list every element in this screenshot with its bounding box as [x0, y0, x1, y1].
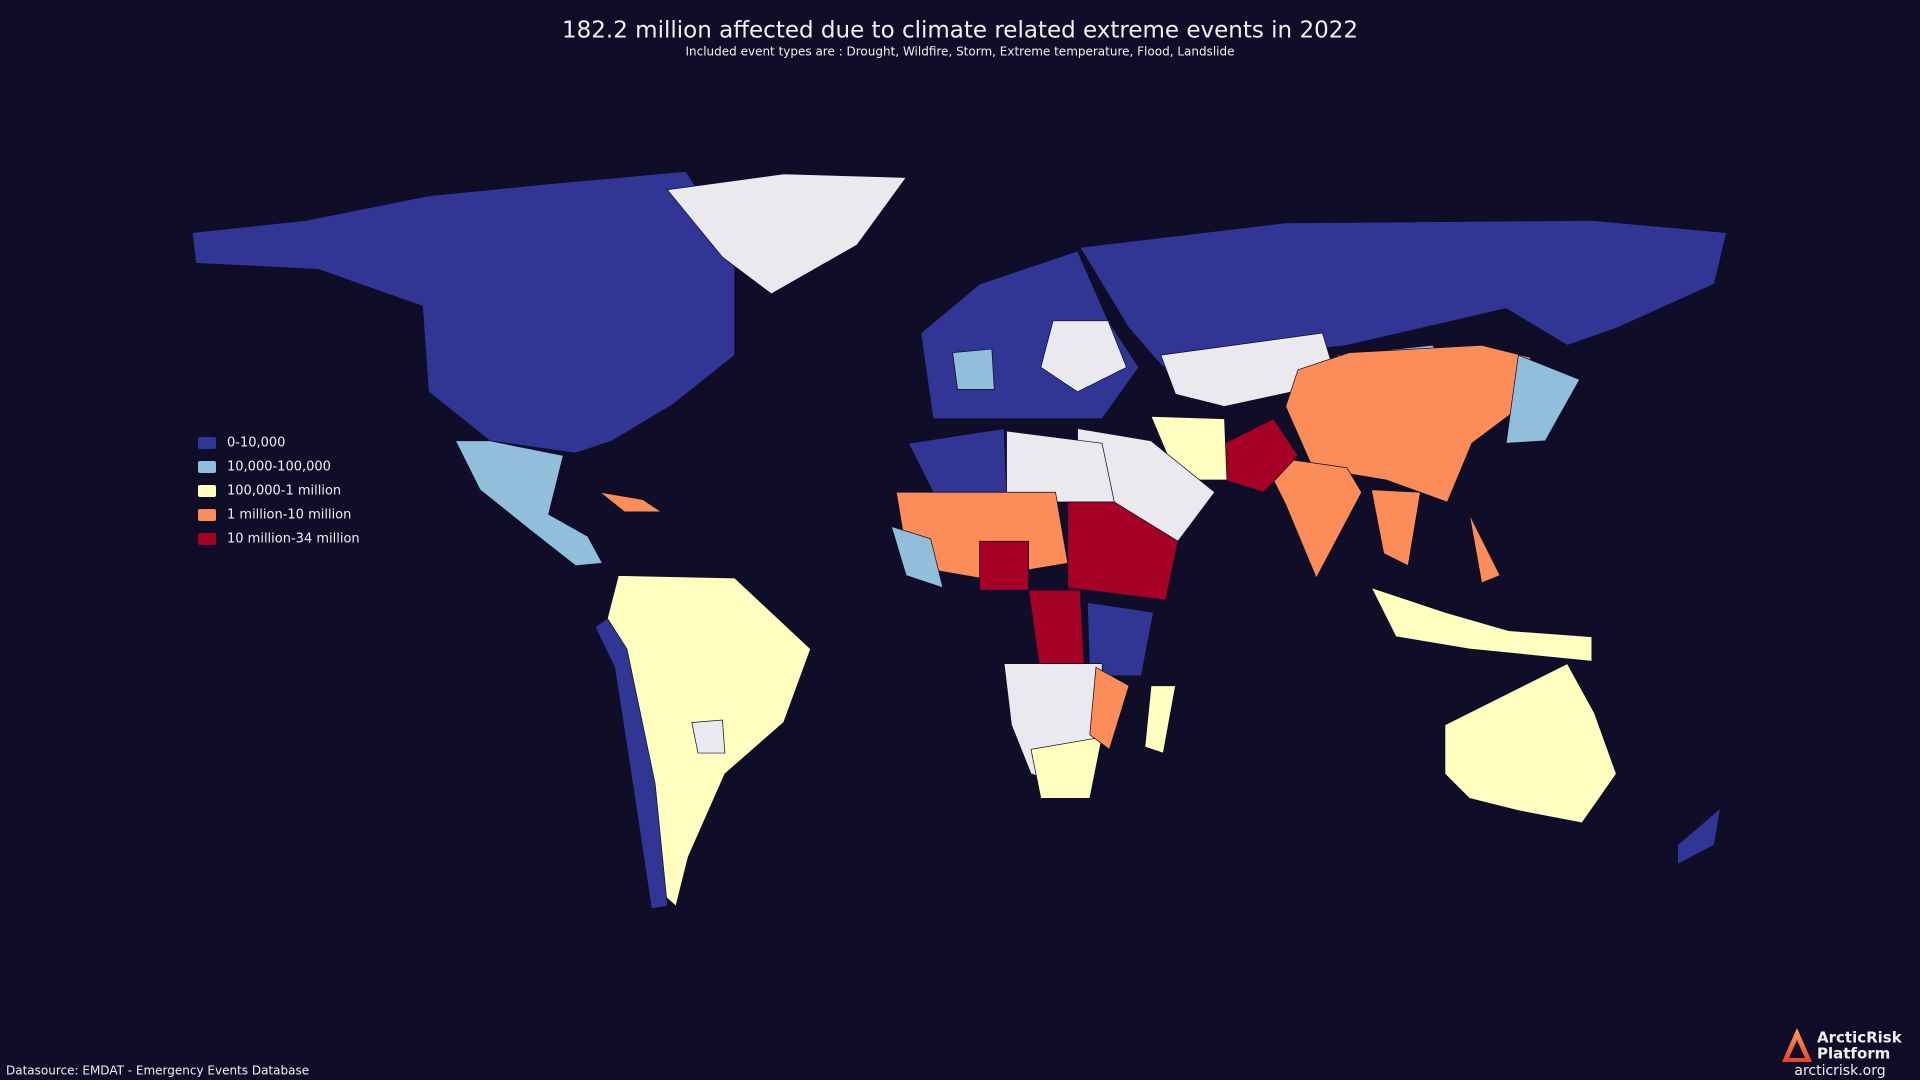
logo-line1: ArcticRisk — [1817, 1029, 1903, 1047]
china — [1285, 344, 1532, 503]
bolivia-paraguay — [691, 719, 726, 754]
world-map — [191, 171, 1728, 909]
legend-label: 10,000-100,000 — [227, 460, 331, 475]
greenland — [666, 173, 907, 295]
central-africa — [1028, 589, 1086, 677]
west-coast-africa — [890, 525, 944, 589]
mozambique — [1089, 666, 1130, 751]
legend-label: 0-10,000 — [227, 436, 285, 451]
philippines — [1469, 514, 1501, 584]
new-zealand — [1677, 807, 1721, 866]
north-west-africa — [908, 428, 1007, 493]
russia — [1079, 220, 1728, 368]
legend-swatch — [198, 509, 216, 521]
japan — [1505, 354, 1581, 444]
north-america — [191, 171, 736, 454]
australia — [1444, 663, 1617, 824]
legend-label: 100,000-1 million — [227, 484, 341, 499]
sudan-ethiopia — [1067, 501, 1179, 601]
legend-label: 10 million-34 million — [227, 532, 360, 547]
thailand — [1370, 489, 1421, 567]
logo-url[interactable]: arcticrisk.org — [1794, 1063, 1885, 1079]
legend-label: 1 million-10 million — [227, 508, 351, 523]
nigeria — [979, 540, 1029, 591]
south-africa — [1030, 736, 1103, 799]
caribbean — [599, 491, 663, 513]
indonesia — [1370, 587, 1593, 662]
legend-swatch — [198, 461, 216, 473]
legend-swatch — [198, 485, 216, 497]
legend-swatch — [198, 533, 216, 545]
central-america — [454, 440, 604, 567]
france — [952, 348, 995, 390]
title: 182.2 million affected due to climate re… — [562, 18, 1358, 44]
india — [1260, 455, 1363, 579]
east-africa — [1086, 602, 1154, 677]
data-source: Datasource: EMDAT - Emergency Events Dat… — [6, 1064, 309, 1078]
chile-peru — [594, 617, 668, 909]
eastern-europe — [1040, 320, 1128, 393]
legend-swatch — [198, 437, 216, 449]
madagascar — [1144, 685, 1176, 754]
legend: 0-10,000 10,000-100,000 100,000-1 million 1… — [198, 436, 360, 547]
subtitle: Included event types are : Drought, Wild… — [685, 45, 1234, 59]
logo-icon-inner — [1789, 1040, 1805, 1058]
logo-line2: Platform — [1817, 1045, 1890, 1063]
